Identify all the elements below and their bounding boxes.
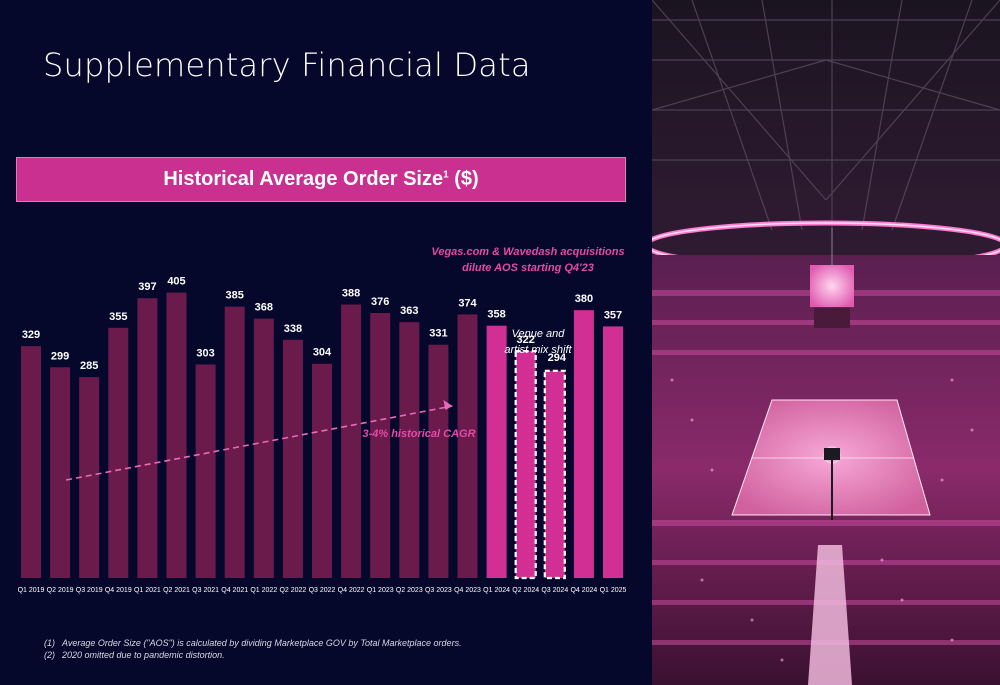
bars-group bbox=[21, 292, 623, 580]
bar-q4-2019 bbox=[108, 327, 129, 578]
x-label-q3-2019: Q3 2019 bbox=[76, 587, 103, 594]
value-label-q3-2022: 304 bbox=[313, 347, 332, 359]
x-label-q4-2023: Q4 2023 bbox=[454, 587, 481, 594]
page-title: Supplementary Financial Data bbox=[43, 46, 531, 84]
bar-q4-2021 bbox=[224, 306, 245, 578]
bar-q3-2022 bbox=[312, 363, 332, 578]
x-label-q1-2023: Q1 2023 bbox=[367, 587, 394, 594]
value-label-q3-2019: 285 bbox=[80, 360, 98, 372]
value-label-q2-2023: 363 bbox=[400, 305, 418, 317]
x-label-q2-2024: Q2 2024 bbox=[512, 587, 539, 594]
bar-q3-2024 bbox=[543, 369, 566, 580]
x-label-q1-2022: Q1 2022 bbox=[250, 587, 277, 594]
acquisitions-note-line1: Vegas.com & Wavedash acquisitions bbox=[431, 246, 624, 258]
value-label-q2-2019: 299 bbox=[51, 350, 69, 362]
bar-q4-2024 bbox=[573, 310, 594, 578]
banner-title: Historical Average Order Size1 ($) bbox=[163, 168, 479, 190]
bar-q3-2021 bbox=[195, 364, 216, 578]
value-label-q4-2023: 374 bbox=[458, 297, 477, 309]
x-label-q2-2019: Q2 2019 bbox=[47, 587, 74, 594]
value-label-q2-2024: 322 bbox=[517, 334, 535, 346]
value-label-q2-2021: 405 bbox=[167, 276, 185, 288]
x-label-q1-2019: Q1 2019 bbox=[18, 587, 45, 594]
value-label-q2-2022: 338 bbox=[284, 323, 302, 335]
value-label-q3-2024: 294 bbox=[548, 352, 567, 364]
slide-content: Supplementary Financial Data Historical … bbox=[16, 46, 627, 661]
bar-labels-group: 329 299 285 355 397 405 303 385 368 338 304 388 376 3… bbox=[22, 276, 622, 373]
value-label-q4-2024: 380 bbox=[575, 293, 593, 305]
x-labels-group: Q1 2019 Q2 2019 Q3 2019 Q4 2019 Q1 2021 Q2 20… bbox=[18, 587, 627, 594]
x-label-q4-2024: Q4 2024 bbox=[570, 587, 597, 594]
cagr-trend-arrowhead bbox=[443, 400, 453, 410]
value-label-q1-2024: 358 bbox=[487, 309, 505, 321]
x-label-q1-2024: Q1 2024 bbox=[483, 587, 510, 594]
bar-q1-2024 bbox=[486, 325, 507, 578]
value-label-q4-2022: 388 bbox=[342, 288, 360, 300]
x-label-q3-2021: Q3 2021 bbox=[192, 587, 219, 594]
bar-q4-2023 bbox=[457, 314, 478, 578]
x-label-q4-2022: Q4 2022 bbox=[338, 587, 365, 594]
bar-q2-2024 bbox=[514, 349, 537, 580]
value-label-q1-2023: 376 bbox=[371, 296, 389, 308]
bar-q1-2025 bbox=[603, 326, 623, 578]
bar-q2-2022 bbox=[282, 339, 303, 578]
value-label-q1-2025: 357 bbox=[604, 309, 622, 321]
aos-bar-chart: 329 299 285 355 397 405 303 385 368 338 304 388 376 3… bbox=[18, 246, 627, 594]
bar-q2-2021 bbox=[166, 292, 187, 578]
x-label-q3-2022: Q3 2022 bbox=[309, 587, 336, 594]
value-label-q4-2021: 385 bbox=[226, 290, 244, 302]
x-label-q3-2023: Q3 2023 bbox=[425, 587, 452, 594]
chart-banner: Historical Average Order Size1 ($) bbox=[16, 157, 626, 202]
value-label-q1-2019: 329 bbox=[22, 329, 40, 341]
bar-q3-2019 bbox=[79, 377, 100, 578]
x-label-q2-2023: Q2 2023 bbox=[396, 587, 423, 594]
x-label-q1-2021: Q1 2021 bbox=[134, 587, 161, 594]
venue-mix-note-line2: artist mix shift bbox=[504, 344, 572, 356]
bar-q1-2019 bbox=[21, 346, 41, 578]
x-label-q2-2022: Q2 2022 bbox=[279, 587, 306, 594]
x-label-q1-2025: Q1 2025 bbox=[600, 587, 627, 594]
footnotes: (1) Average Order Size ("AOS") is calcula… bbox=[44, 637, 462, 661]
arena-photo bbox=[652, 0, 1000, 685]
value-label-q3-2021: 303 bbox=[196, 347, 214, 359]
footnote-1: (1) Average Order Size ("AOS") is calcula… bbox=[44, 638, 462, 648]
x-label-q2-2021: Q2 2021 bbox=[163, 587, 190, 594]
footnote-2: (2) 2020 omitted due to pandemic distorti… bbox=[44, 650, 225, 660]
bar-q2-2019 bbox=[50, 367, 71, 578]
value-label-q3-2023: 331 bbox=[429, 328, 447, 340]
bar-q2-2023 bbox=[399, 322, 420, 578]
annotations-group: Vegas.com & Wavedash acquisitions dilute … bbox=[65, 246, 625, 481]
value-label-q4-2019: 355 bbox=[109, 311, 127, 323]
x-label-q4-2019: Q4 2019 bbox=[105, 587, 132, 594]
venue-mix-note-line1: Venue and bbox=[512, 328, 566, 340]
bar-q1-2021 bbox=[137, 298, 158, 578]
x-label-q3-2024: Q3 2024 bbox=[541, 587, 568, 594]
bar-q3-2023 bbox=[428, 344, 449, 578]
arena-image bbox=[652, 0, 1000, 685]
x-label-q4-2021: Q4 2021 bbox=[221, 587, 248, 594]
bar-q1-2022 bbox=[253, 318, 274, 578]
bar-q1-2023 bbox=[370, 312, 391, 578]
cagr-trend-line bbox=[65, 405, 453, 481]
acquisitions-note-line2: dilute AOS starting Q4'23 bbox=[462, 262, 594, 274]
value-label-q1-2022: 368 bbox=[255, 302, 273, 314]
value-label-q1-2021: 397 bbox=[138, 281, 156, 293]
cagr-label: 3-4% historical CAGR bbox=[362, 428, 475, 440]
bar-q4-2022 bbox=[341, 304, 362, 578]
